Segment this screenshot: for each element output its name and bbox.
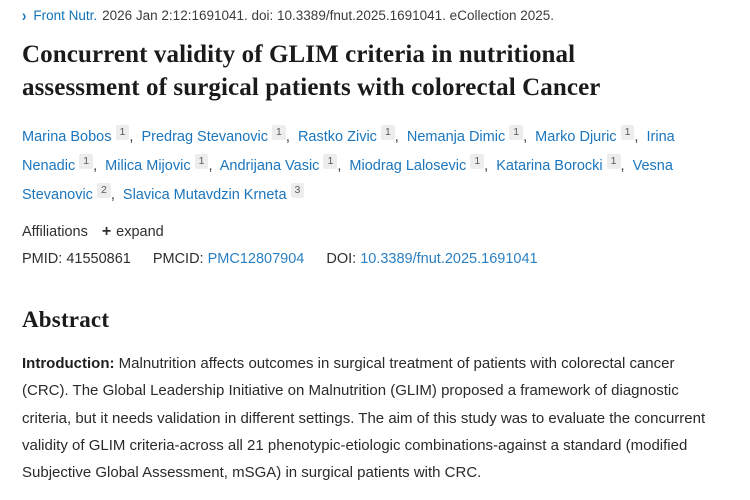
author-item: Marina Bobos 1, [22,125,142,145]
author-link[interactable]: Predrag Stevanovic [141,129,268,145]
author-link[interactable]: Andrijana Vasic [219,158,320,174]
author-affiliation-number[interactable]: 1 [606,154,621,169]
pmcid-item: PMCID: PMC12807904 [153,251,305,267]
pmid-item: PMID: 41550861 [22,251,131,267]
article-title: Concurrent validity of GLIM criteria in … [22,41,601,101]
expand-label: expand [116,224,164,240]
author-link[interactable]: Vesna Stevanovic [22,158,673,203]
author-item: Slavica Mutavdzin Krneta 3 [122,183,305,203]
author-link[interactable]: Marko Djuric [535,129,617,145]
doi-label: DOI: [326,251,357,267]
author-item: Rastko Zivic 1, [297,125,407,145]
author-list: Marina Bobos 1, Predrag Stevanovic 1, Ra… [22,123,687,210]
chevron-right-icon[interactable]: › [22,6,27,25]
author-affiliation-number[interactable]: 3 [290,183,305,198]
author-affiliation-number[interactable]: 1 [509,125,524,140]
author-link[interactable]: Marina Bobos [22,129,112,145]
identifiers-row: PMID: 41550861 PMCID: PMC12807904 DOI: 1… [22,251,730,267]
author-item: Miodrag Lalosevic 1, [349,154,497,174]
affiliations-label: Affiliations [22,224,88,240]
author-affiliation-number[interactable]: 1 [115,125,130,140]
author-item: Nemanja Dimic 1, [406,125,536,145]
abstract-introduction-paragraph: Introduction: Malnutrition affects outco… [22,350,724,486]
author-item: Andrijana Vasic 1, [219,154,350,174]
author-item: Vesna Stevanovic 2, [22,158,673,203]
author-affiliation-number[interactable]: 1 [380,125,395,140]
author-affiliation-number[interactable]: 1 [272,125,286,140]
author-affiliation-number[interactable]: 1 [79,154,94,169]
plus-icon: + [101,223,112,240]
citation-details: 2026 Jan 2:12:1691041. doi: 10.3389/fnut… [102,8,555,23]
affiliations-row: Affiliations + expand [22,223,730,241]
author-link[interactable]: Katarina Borocki [496,158,603,174]
pmcid-label: PMCID: [152,251,204,267]
pmid-label: PMID: [22,251,63,267]
author-item: Katarina Borocki 1, [496,154,633,174]
author-link[interactable]: Slavica Mutavdzin Krneta [122,187,287,203]
author-link[interactable]: Nemanja Dimic [406,129,506,145]
author-item: Predrag Stevanovic 1, [141,125,298,145]
journal-citation-bar: › Front Nutr. 2026 Jan 2:12:1691041. doi… [22,6,730,25]
abstract-section-label: Introduction: [22,355,115,372]
author-link[interactable]: Irina Nenadic [22,129,675,174]
abstract-section-text: Malnutrition affects outcomes in surgica… [22,355,706,482]
pmid-value: 41550861 [66,251,131,267]
author-affiliation-number[interactable]: 2 [96,183,111,198]
author-affiliation-number[interactable]: 1 [470,154,485,169]
author-item: Milica Mijovic 1, [105,154,220,174]
author-affiliation-number[interactable]: 1 [194,154,209,169]
expand-affiliations-button[interactable]: + expand [102,223,164,241]
author-item: Marko Djuric 1, [535,125,647,145]
doi-link[interactable]: 10.3389/fnut.2025.1691041 [360,251,538,267]
author-link[interactable]: Miodrag Lalosevic [349,158,467,174]
abstract-heading: Abstract [22,307,110,332]
author-link[interactable]: Rastko Zivic [297,129,377,145]
author-link[interactable]: Milica Mijovic [105,158,191,174]
author-item: Irina Nenadic 1, [22,129,675,174]
author-affiliation-number[interactable]: 1 [620,125,635,140]
author-affiliation-number[interactable]: 1 [323,154,338,169]
pmcid-link[interactable]: PMC12807904 [207,251,305,267]
journal-link[interactable]: Front Nutr. [33,8,98,23]
doi-item: DOI: 10.3389/fnut.2025.1691041 [326,251,537,267]
